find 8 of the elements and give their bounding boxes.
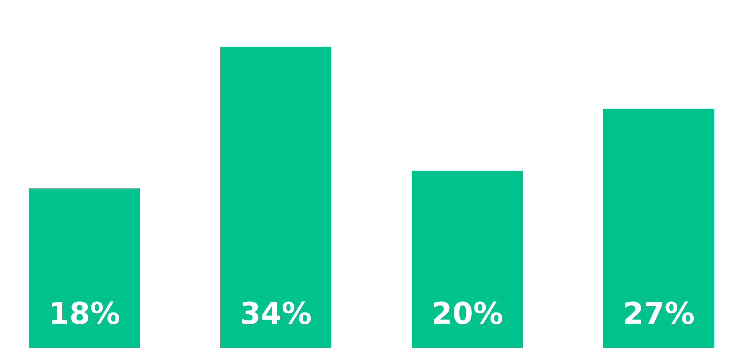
bar [412,170,523,348]
data-label: 34% [240,297,312,332]
data-label: 18% [48,297,120,332]
bar [29,188,140,348]
bar [220,47,332,348]
data-label: 20% [432,297,504,332]
data-label: 27% [623,297,695,332]
bar [604,108,714,348]
